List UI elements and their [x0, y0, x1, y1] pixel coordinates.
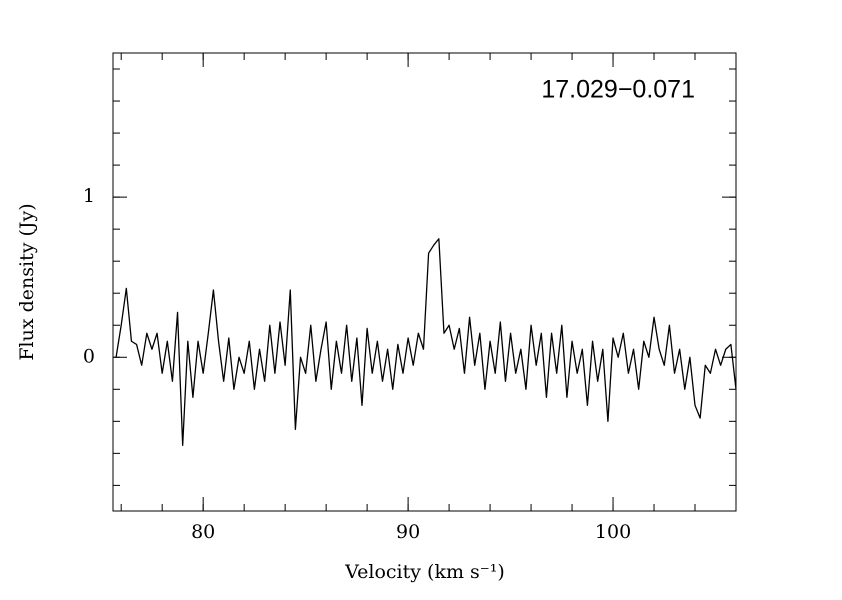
y-tick-label: 1 [83, 185, 95, 207]
source-label: 17.029−0.071 [541, 76, 695, 104]
x-tick-label: 100 [595, 521, 631, 543]
plot-frame [112, 52, 737, 512]
y-axis-label: Flux density (Jy) [16, 203, 38, 360]
spectrum-line [115, 238, 737, 446]
x-tick-label: 90 [396, 521, 420, 543]
x-tick-label: 80 [191, 521, 215, 543]
y-tick-label: 0 [83, 345, 95, 367]
x-axis-label: Velocity (km s⁻¹) [344, 561, 505, 583]
